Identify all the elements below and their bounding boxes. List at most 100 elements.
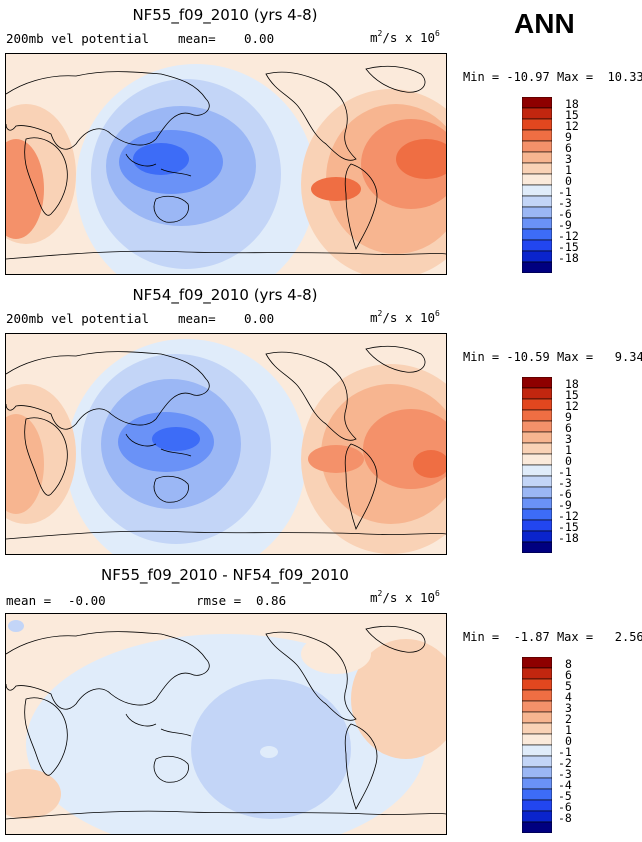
coastlines: [6, 345, 446, 540]
colorbar-swatch: [522, 107, 552, 120]
colorbar-swatch: [522, 228, 552, 241]
colorbar-swatch: [522, 377, 552, 389]
colorbar-level-label: -3: [558, 196, 572, 210]
colorbar-level-label: 0: [565, 454, 572, 468]
colorbar-level-label: 4: [565, 690, 572, 704]
colorbar-level-label: -9: [558, 498, 572, 512]
colorbar-swatch: [522, 464, 552, 477]
panel-2-units: m2/s x 106: [370, 309, 440, 325]
colorbar-swatch: [522, 799, 552, 812]
colorbar-level-label: -4: [558, 778, 572, 792]
panel-1-mean-value: 0.00: [244, 31, 275, 46]
colorbar-level-label: 18: [565, 377, 579, 391]
coastlines: [6, 625, 446, 820]
colorbar-swatch: [522, 206, 552, 219]
colorbar-swatch: [522, 409, 552, 422]
colorbar-level-label: 9: [565, 410, 572, 424]
colorbar-swatch: [522, 475, 552, 488]
colorbar-swatch: [522, 711, 552, 724]
contour-pos-12b: [308, 445, 364, 473]
colorbar-swatch: [522, 777, 552, 790]
colorbar-swatch: [522, 129, 552, 142]
colorbar-level-label: 8: [565, 657, 572, 671]
colorbar-level-label: -5: [558, 789, 572, 803]
colorbar-swatch: [522, 678, 552, 691]
panel-3-mean-label: mean =: [6, 593, 52, 608]
colorbar-swatch: [522, 810, 552, 823]
colorbar-swatch: [522, 755, 552, 768]
colorbar-swatch: [522, 140, 552, 153]
colorbar-level-label: -18: [558, 531, 579, 545]
colorbar-level-label: -6: [558, 487, 572, 501]
contour-neg-hole: [260, 746, 278, 758]
colorbar-swatch: [522, 195, 552, 208]
contour-neg-12: [133, 143, 189, 175]
panel-3-units: m2/s x 106: [370, 589, 440, 605]
colorbar-level-label: 12: [565, 399, 579, 413]
colorbar-swatch: [522, 173, 552, 186]
colorbar-level-label: 18: [565, 97, 579, 111]
colorbar-swatch: [522, 442, 552, 455]
colorbar-level-label: 3: [565, 152, 572, 166]
panel-2-title: NF54_f09_2010 (yrs 4-8): [132, 286, 318, 304]
colorbar-swatch: [522, 420, 552, 433]
coastlines: [6, 65, 446, 260]
panel-2-map: [5, 333, 447, 555]
colorbar-swatch: [522, 151, 552, 164]
contour-pos-1b: [6, 769, 61, 819]
panel-2-colorbar: [522, 377, 552, 553]
contour-pos-12b: [311, 177, 361, 201]
colorbar-swatch: [522, 541, 552, 553]
contour-pos-africa-9: [6, 414, 44, 514]
colorbar-swatch: [522, 453, 552, 466]
panel-2-mean-label: mean=: [178, 311, 216, 326]
colorbar-swatch: [522, 387, 552, 400]
colorbar-swatch: [522, 733, 552, 746]
colorbar-level-label: 3: [565, 701, 572, 715]
colorbar-level-label: -1: [558, 185, 572, 199]
colorbar-swatch: [522, 97, 552, 109]
panel-3-minmax: Min = -1.87 Max = 2.56: [463, 630, 642, 644]
colorbar-swatch: [522, 239, 552, 252]
colorbar-level-label: 3: [565, 432, 572, 446]
colorbar-level-label: 1: [565, 443, 572, 457]
colorbar-level-label: -6: [558, 800, 572, 814]
colorbar-swatch: [522, 519, 552, 532]
colorbar-level-label: 0: [565, 734, 572, 748]
colorbar-level-label: -3: [558, 476, 572, 490]
colorbar-swatch: [522, 689, 552, 702]
colorbar-level-label: 6: [565, 141, 572, 155]
colorbar-level-label: -2: [558, 756, 572, 770]
panel-3-title: NF55_f09_2010 - NF54_f09_2010: [101, 566, 349, 584]
colorbar-swatch: [522, 657, 552, 669]
contour-pos-africa-9: [6, 139, 44, 239]
colorbar-level-label: 6: [565, 421, 572, 435]
colorbar-swatch: [522, 700, 552, 713]
colorbar-swatch: [522, 118, 552, 131]
colorbar-swatch: [522, 162, 552, 175]
panel-1-field: 200mb vel potential: [6, 31, 149, 46]
panel-2-field: 200mb vel potential: [6, 311, 149, 326]
colorbar-level-label: -1: [558, 465, 572, 479]
panel-3-map: [5, 613, 447, 835]
colorbar-swatch: [522, 431, 552, 444]
colorbar-swatch: [522, 788, 552, 801]
colorbar-swatch: [522, 530, 552, 543]
colorbar-level-label: -12: [558, 229, 579, 243]
colorbar-level-label: 15: [565, 108, 579, 122]
colorbar-swatch: [522, 766, 552, 779]
colorbar-swatch: [522, 821, 552, 833]
colorbar-swatch: [522, 261, 552, 273]
contour-pos-12: [413, 450, 446, 478]
contour-pos-12: [396, 139, 446, 179]
panel-1-colorbar: [522, 97, 552, 273]
colorbar-swatch: [522, 722, 552, 735]
colorbar-level-label: -6: [558, 207, 572, 221]
colorbar-level-label: 1: [565, 723, 572, 737]
panel-3-colorbar: [522, 657, 552, 833]
panel-3-rmse-value: 0.86: [256, 593, 287, 608]
colorbar-swatch: [522, 184, 552, 197]
colorbar-level-label: -18: [558, 251, 579, 265]
colorbar-swatch: [522, 497, 552, 510]
panel-3-mean-value: -0.00: [68, 593, 106, 608]
